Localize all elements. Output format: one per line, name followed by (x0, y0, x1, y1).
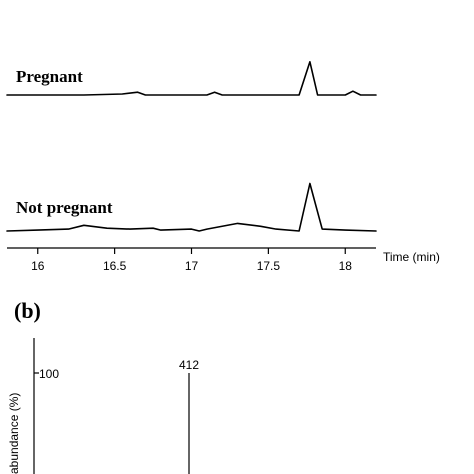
x-tick-label-18: 18 (339, 259, 353, 273)
y-axis-label-b: abundance (%) (7, 393, 21, 474)
x-tick-label-16.5: 16.5 (103, 259, 127, 273)
series-label-pregnant: Pregnant (16, 67, 83, 86)
panel-label-b: (b) (14, 298, 41, 323)
x-tick-label-16: 16 (31, 259, 45, 273)
series-label-not-pregnant: Not pregnant (16, 198, 113, 217)
peak-412-label: 412 (179, 358, 199, 372)
trace-pregnant (6, 61, 377, 96)
x-ticks: 16 16.5 17 17.5 18 (31, 248, 352, 273)
x-axis-label: Time (min) (383, 250, 440, 264)
x-tick-label-17: 17 (185, 259, 199, 273)
y-tick-label-100: 100 (39, 367, 59, 381)
x-tick-label-17.5: 17.5 (257, 259, 281, 273)
trace-not-pregnant (6, 182, 377, 232)
